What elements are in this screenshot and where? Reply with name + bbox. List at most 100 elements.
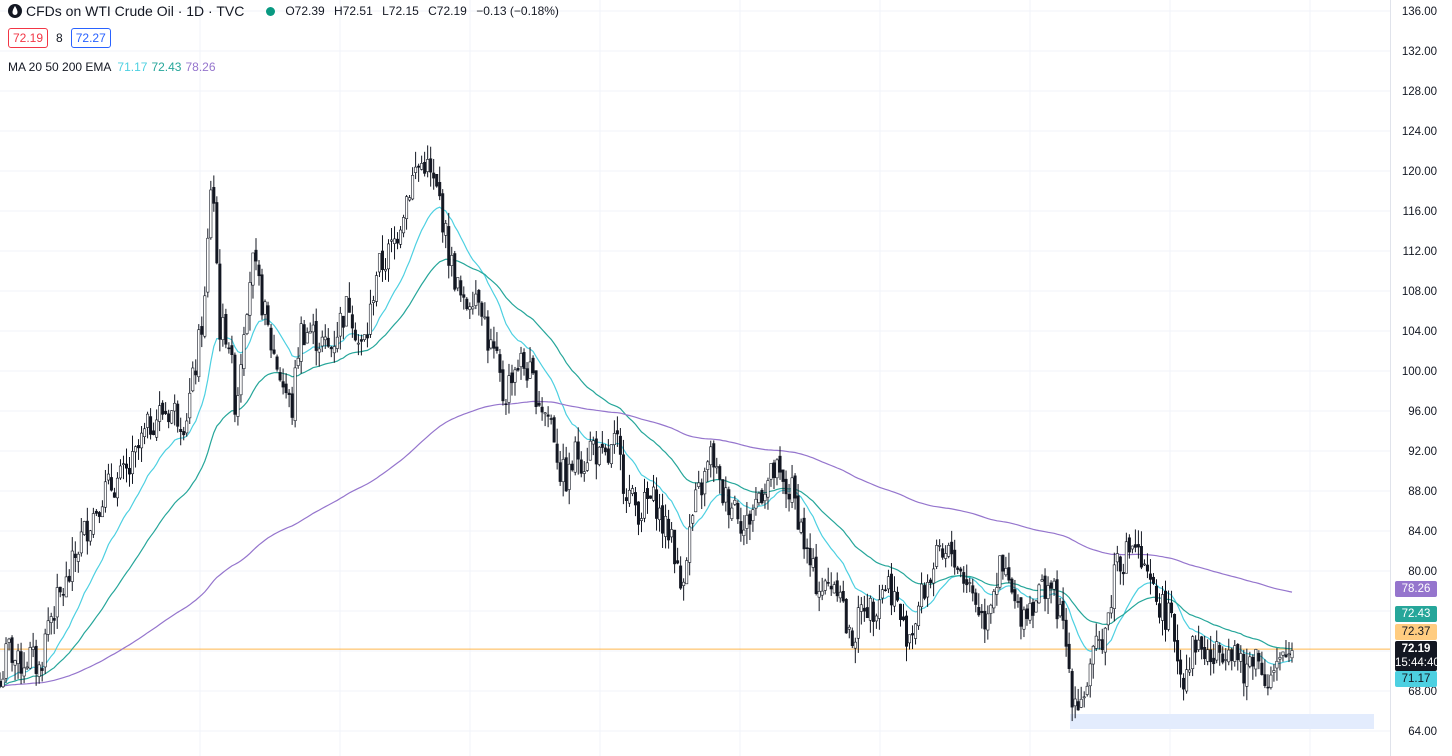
candle: [332, 330, 336, 363]
candle: [22, 652, 26, 684]
candle: [953, 539, 957, 575]
candle: [730, 502, 734, 521]
y-tick-label: 120.00: [1402, 166, 1437, 178]
candle: [859, 597, 863, 625]
candle: [1230, 647, 1234, 671]
candle: [1142, 559, 1146, 566]
candle: [182, 426, 186, 441]
candle: [971, 578, 975, 602]
candle: [606, 439, 610, 465]
sell-button[interactable]: 72.19: [8, 28, 49, 48]
symbol-legend[interactable]: CFDs on WTI Crude Oil · 1D · TVC O72.39 …: [8, 3, 565, 19]
candle: [721, 479, 725, 506]
candle: [814, 543, 818, 596]
candle: [194, 359, 198, 385]
candle: [170, 410, 174, 425]
candle: [489, 328, 493, 350]
candle: [377, 253, 381, 278]
candle: [0, 672, 2, 689]
demand-zone-rect[interactable]: [1070, 714, 1374, 729]
candle: [269, 323, 273, 359]
candle: [55, 573, 59, 629]
ema20-line: [0, 206, 1293, 687]
candle: [347, 282, 351, 313]
candle: [450, 246, 454, 277]
candle: [13, 659, 17, 681]
indicator-name[interactable]: MA 20 50 200 EMA: [8, 60, 112, 74]
candle: [1203, 635, 1207, 665]
indicator-legend[interactable]: MA 20 50 200 EMA 71.17 72.43 78.26: [8, 60, 220, 74]
candle: [1040, 574, 1044, 582]
candle: [1109, 595, 1113, 619]
candle: [1067, 632, 1071, 673]
candle: [1118, 555, 1122, 585]
close-value: C72.19: [428, 4, 467, 18]
last-price-tag: 72.19: [1395, 641, 1437, 657]
candle: [1061, 587, 1065, 630]
candle: [609, 444, 613, 468]
candle: [1013, 579, 1017, 609]
candle: [368, 289, 372, 338]
candle: [284, 373, 288, 399]
candle: [652, 474, 656, 503]
y-tick-label: 136.00: [1402, 6, 1437, 18]
candle: [1136, 530, 1140, 559]
candle: [959, 566, 963, 578]
candle: [850, 627, 854, 649]
candle: [1130, 545, 1134, 554]
candle: [1097, 630, 1101, 650]
ema200-line: [0, 400, 1293, 687]
y-tick-label: 124.00: [1402, 126, 1437, 138]
buy-button[interactable]: 72.27: [70, 28, 111, 48]
candle: [146, 411, 150, 439]
candle: [1004, 556, 1008, 577]
candle: [938, 539, 942, 552]
candle: [832, 581, 836, 594]
candle: [260, 268, 264, 320]
candle: [212, 175, 216, 212]
candle: [1239, 645, 1243, 673]
candle: [646, 481, 650, 514]
candle: [239, 354, 243, 403]
candle: [905, 610, 909, 662]
candle: [908, 634, 912, 650]
candle: [947, 542, 951, 559]
candle: [1112, 552, 1116, 622]
low-value: L72.15: [382, 4, 419, 18]
candle: [811, 548, 815, 572]
candle: [1218, 642, 1222, 666]
candle: [1242, 649, 1246, 697]
candle: [914, 622, 918, 645]
candle: [281, 368, 285, 395]
candle: [995, 572, 999, 606]
candle: [733, 495, 737, 507]
y-tick-label: 88.00: [1408, 486, 1437, 498]
candle: [784, 470, 788, 509]
candle: [254, 238, 258, 271]
candle: [359, 334, 363, 356]
candle: [374, 271, 378, 307]
candle: [655, 477, 659, 531]
candle: [877, 584, 881, 630]
candle: [513, 366, 517, 396]
candle: [344, 296, 348, 327]
candle: [341, 315, 345, 340]
candle: [1151, 573, 1155, 586]
candle: [158, 391, 162, 432]
candle: [236, 387, 240, 426]
candle: [570, 460, 574, 472]
candle: [516, 359, 520, 372]
candle: [874, 613, 878, 629]
candle: [775, 458, 779, 486]
candle: [1043, 568, 1047, 612]
demand-zone[interactable]: [1070, 714, 1374, 729]
symbol-title[interactable]: CFDs on WTI Crude Oil · 1D · TVC: [26, 3, 245, 19]
candle: [1257, 650, 1261, 670]
candle: [248, 271, 252, 331]
y-tick-label: 112.00: [1403, 246, 1437, 258]
candle: [1272, 664, 1276, 682]
candle: [841, 580, 845, 603]
candle: [124, 448, 128, 483]
candle: [429, 146, 433, 187]
